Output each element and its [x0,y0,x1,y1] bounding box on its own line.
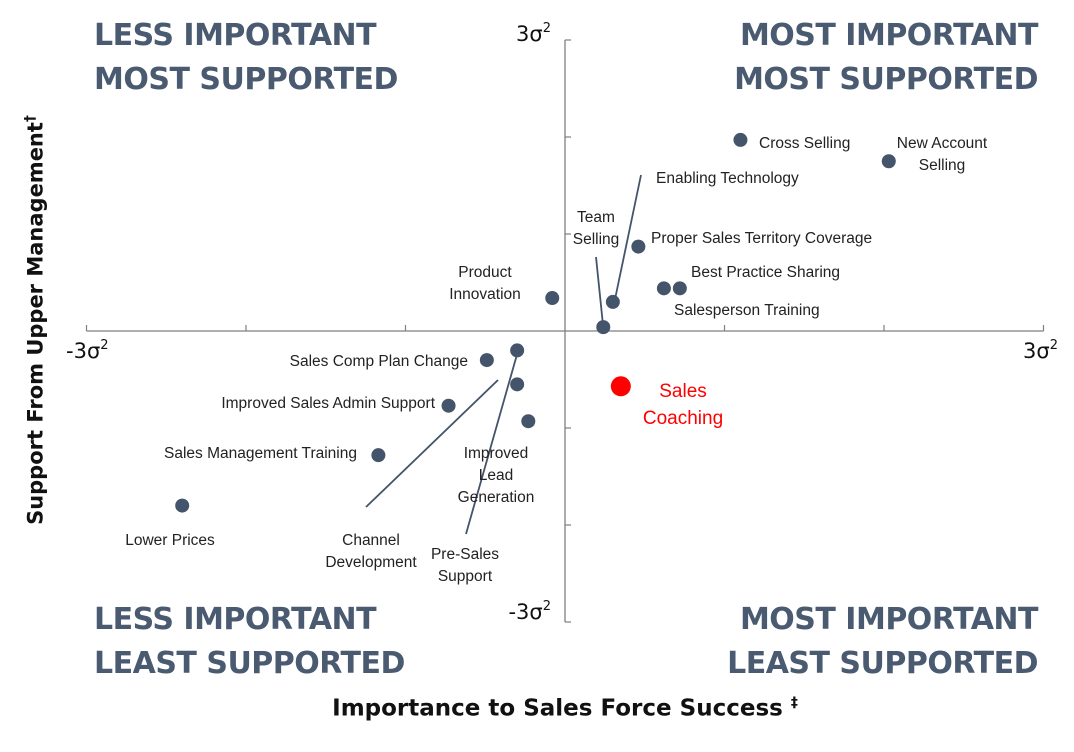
data-point-label-line: Channel [342,532,400,549]
y-axis-title-text: Support From Upper Management [23,122,48,525]
data-point-label: Sales Management Training [164,445,357,462]
data-point-label-line: Sales [659,381,707,402]
quadrant-label-line: MOST IMPORTANT [739,18,1039,53]
quadrant-label-line: LESS IMPORTANT [94,18,377,53]
data-point-label-line: Development [325,554,417,571]
data-point-label: Best Practice Sharing [691,264,840,281]
quadrant-label-line: MOST SUPPORTED [94,62,398,97]
data-point-label-line: Pre-Sales [431,546,499,563]
data-point [672,281,687,296]
quadrant-bottom-left-label: LESS IMPORTANT LEAST SUPPORTED [94,598,405,686]
data-point-label-line: Team [577,209,615,226]
data-point [545,291,560,306]
quadrant-top-left-label: LESS IMPORTANT MOST SUPPORTED [94,14,398,102]
data-point-label-line: Support [438,568,493,585]
leader-line [365,379,499,508]
data-point-label-line: Selling [573,231,620,248]
data-point-label-line: Lower Prices [125,532,215,549]
highlight-point [610,376,631,397]
data-point-label: Channel Development [325,532,417,571]
data-point-label: New Account Selling [897,135,988,174]
quadrant-label-line: MOST SUPPORTED [734,62,1038,97]
data-point-label-line: Lead [479,467,513,484]
quadrant-top-right-label: MOST IMPORTANT MOST SUPPORTED [734,14,1038,102]
quadrant-label-line: MOST IMPORTANT [739,602,1039,637]
data-point-label-line: Proper Sales Territory Coverage [651,230,872,247]
data-point-label-line: Sales Comp Plan Change [290,353,468,370]
leader-line [595,256,604,326]
data-point [521,414,536,429]
y-axis-max-label: 3σ2 [516,21,551,46]
data-point-label: Pre-Sales Support [431,546,499,585]
leader-line [613,174,642,305]
data-point-label: Product Innovation [449,264,521,303]
y-axis-min-label: -3σ2 [508,599,551,624]
quadrant-label-line: LEAST SUPPORTED [727,646,1038,681]
x-axis-title: Importance to Sales Force Success ‡ [332,695,798,722]
leader-line [465,350,519,535]
data-point-label-line: Cross Selling [759,135,850,152]
quadrant-label-line: LEAST SUPPORTED [94,646,405,681]
data-point-label-line: Improved Sales Admin Support [221,395,435,412]
data-point-label: Sales Coaching [643,381,723,429]
data-point-label: Cross Selling [759,135,850,152]
data-point [881,154,896,169]
data-point-label-line: Innovation [449,286,521,303]
x-axis-title-mark: ‡ [790,695,798,711]
data-point [371,448,386,463]
quadrant-label-line: LESS IMPORTANT [94,602,377,637]
data-point-label: Sales Comp Plan Change [290,353,468,370]
data-point-label-line: Improved [464,445,529,462]
data-point [175,498,190,513]
data-point [479,353,494,368]
data-point [441,398,456,413]
data-point-label-line: Coaching [643,408,723,429]
data-point-label-line: Enabling Technology [656,170,799,187]
data-point-label-line: Selling [919,157,966,174]
data-point [510,343,525,358]
data-point [605,294,620,309]
data-point [596,320,611,335]
data-point-label-line: Sales Management Training [164,445,357,462]
data-point-label: Team Selling [573,209,620,248]
data-point [631,239,646,254]
data-point [656,281,671,296]
data-point-label: Improved Sales Admin Support [221,395,435,412]
data-point-label-line: Product [458,264,512,281]
y-axis-title: Support From Upper Management† [23,115,48,525]
data-point [733,132,748,147]
x-axis-title-text: Importance to Sales Force Success [332,695,783,722]
data-point-label-line: New Account [897,135,988,152]
data-point-label-line: Best Practice Sharing [691,264,840,281]
data-point-label: Proper Sales Territory Coverage [651,230,872,247]
data-point [510,377,525,392]
data-point-label: Lower Prices [125,532,215,549]
data-point-label-line: Salesperson Training [674,302,820,319]
y-axis-title-mark: † [22,115,39,123]
data-point-label: Salesperson Training [674,302,820,319]
x-axis-max-label: 3σ2 [1023,338,1058,363]
data-point-label: Improved Lead Generation [458,445,535,506]
data-point-label: Enabling Technology [656,170,799,187]
x-axis-min-label: -3σ2 [66,338,109,363]
quadrant-bottom-right-label: MOST IMPORTANT LEAST SUPPORTED [727,598,1038,686]
data-point-label-line: Generation [458,489,535,506]
